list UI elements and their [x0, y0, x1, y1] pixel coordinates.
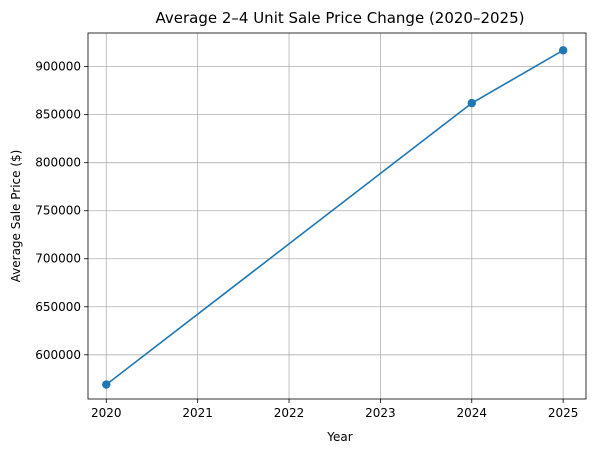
x-tick-label: 2024	[457, 406, 488, 420]
y-axis-label: Average Sale Price ($)	[9, 150, 23, 283]
data-point	[558, 46, 568, 55]
y-tick-label: 700000	[35, 252, 81, 266]
data-point	[467, 98, 476, 108]
grid-lines	[88, 33, 586, 399]
x-axis-label: Year	[326, 430, 352, 444]
x-tick-label: 2023	[365, 406, 396, 420]
plot-frame	[87, 32, 587, 400]
axis-ticks: 2020 2021 2022 2023 2024 2025 600000 650000 7000…	[35, 60, 578, 420]
x-tick-label: 2020	[91, 406, 122, 420]
data-point	[102, 380, 111, 389]
series-line	[105, 49, 564, 386]
y-tick-label: 650000	[35, 300, 81, 314]
y-tick-label: 600000	[35, 348, 81, 362]
series-layer	[102, 46, 568, 389]
chart-title: Average 2–4 Unit Sale Price Change (2020…	[155, 9, 524, 27]
y-tick-label: 750000	[35, 204, 81, 218]
x-tick-label: 2021	[182, 406, 213, 420]
y-tick-label: 850000	[35, 108, 81, 122]
x-tick-label: 2022	[274, 406, 305, 420]
y-tick-label: 900000	[35, 60, 81, 74]
y-tick-label: 800000	[35, 156, 81, 170]
x-tick-label: 2025	[548, 406, 579, 420]
